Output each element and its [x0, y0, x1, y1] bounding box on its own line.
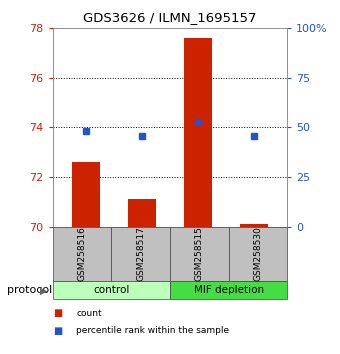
Text: GSM258530: GSM258530	[254, 227, 262, 281]
Bar	[128, 199, 156, 227]
Text: GSM258515: GSM258515	[195, 227, 204, 281]
Bar	[240, 224, 268, 227]
Text: GSM258517: GSM258517	[136, 227, 145, 281]
Text: MIF depletion: MIF depletion	[193, 285, 264, 295]
Text: ▶: ▶	[40, 285, 48, 295]
Bar	[184, 38, 212, 227]
Text: control: control	[93, 285, 130, 295]
Bar	[72, 162, 100, 227]
Text: percentile rank within the sample: percentile rank within the sample	[76, 326, 230, 336]
Text: GDS3626 / ILMN_1695157: GDS3626 / ILMN_1695157	[83, 11, 257, 24]
Text: ■: ■	[53, 326, 62, 336]
Text: GSM258516: GSM258516	[78, 227, 86, 281]
Text: protocol: protocol	[7, 285, 52, 295]
Text: count: count	[76, 309, 102, 318]
Text: ■: ■	[53, 308, 62, 318]
